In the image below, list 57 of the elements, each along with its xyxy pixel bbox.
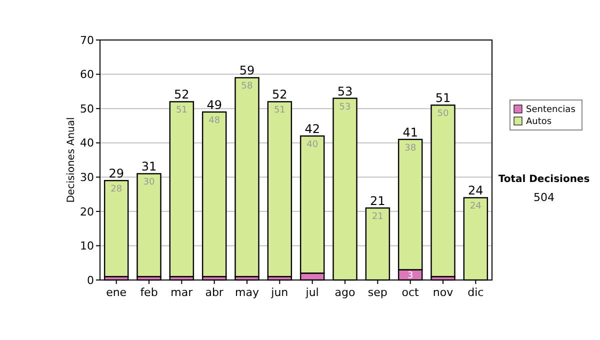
data-label: 28 [110,184,122,195]
x-tick-label: dic [468,286,484,299]
data-label: 21 [372,212,384,222]
data-label: 40 [306,140,318,150]
bar [234,77,260,278]
x-tick-label: sep [368,286,388,299]
data-label: 51 [176,106,188,116]
text: Total Decisiones [498,174,590,185]
total-label: 59 [239,64,255,78]
data-label: 53 [339,102,351,112]
total-label: 41 [402,125,418,140]
x-tick-label: abr [205,286,224,299]
y-tick-label: 10 [80,240,94,253]
x-tick-label: may [235,286,260,299]
bar [267,101,292,278]
x-tick-label: feb [140,286,158,299]
y-tick-label: 20 [80,205,94,218]
total-label: 51 [435,91,451,106]
total-label: 42 [304,122,320,136]
data-label: 24 [470,202,482,212]
data-label: 38 [404,143,416,154]
y-tick-label: 0 [87,274,94,287]
y-axis-title: Decisiones Anual [66,117,77,203]
data-label: 50 [437,109,449,120]
y-tick-label: 30 [80,170,94,184]
bar [430,104,456,278]
data-label: 30 [143,178,155,188]
x-tick-label: oct [402,286,420,299]
total-label: 29 [108,166,124,181]
x-tick-label: ago [334,286,356,299]
y-tick-label: 40 [80,136,94,150]
total-label: 52 [272,88,288,102]
data-label: 58 [241,82,253,92]
data-label: 51 [274,106,286,116]
x-tick-label: ene [106,286,127,299]
total-label: 49 [206,98,222,112]
total-label: 53 [337,84,353,98]
x-tick-label: jul [304,286,319,299]
total-label: 24 [468,184,484,198]
legend-label: Sentencias [526,105,576,115]
y-tick-label: 70 [80,34,94,47]
y-tick-label: 60 [80,68,94,82]
total-label: 31 [141,160,157,174]
legend-label: Autos [526,117,552,127]
bar [202,111,227,278]
data-label: 48 [208,116,220,126]
x-tick-label: jun [270,286,288,299]
y-tick-label: 50 [80,102,94,116]
total-label: 21 [370,194,386,208]
bar [104,180,129,278]
bar [136,173,162,278]
bar [169,101,194,278]
text: 504 [534,191,554,204]
x-tick-label: nov [432,286,454,299]
data-label: 3 [407,271,414,282]
x-tick-label: mar [170,286,194,299]
total-label: 52 [174,88,190,102]
